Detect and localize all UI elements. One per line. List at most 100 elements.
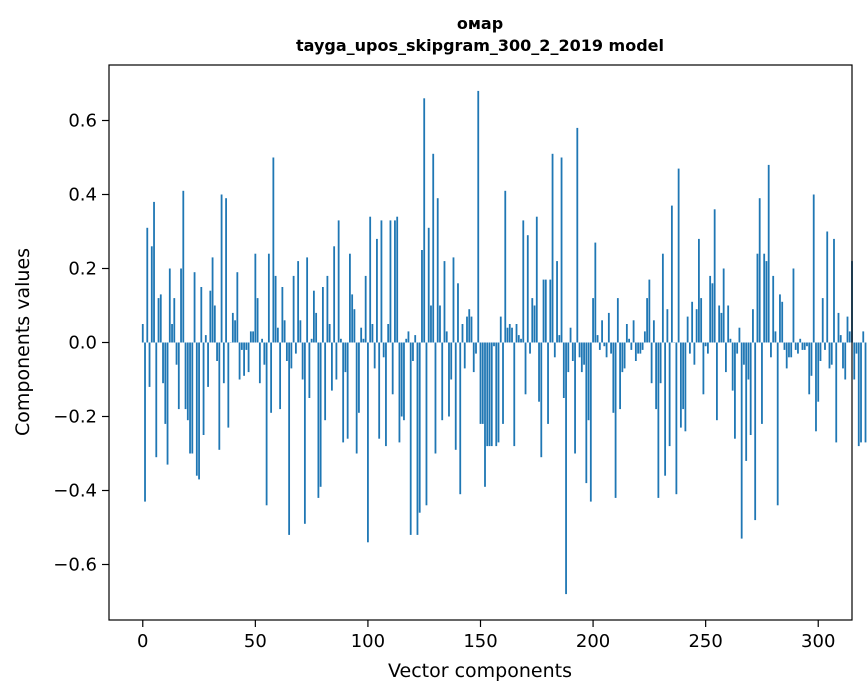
bar-124	[421, 250, 423, 343]
bar-175	[535, 216, 538, 343]
bar-64	[285, 342, 288, 361]
bar-126	[425, 342, 428, 506]
bar-21	[189, 342, 191, 454]
bar-195	[580, 342, 583, 373]
bar-82	[326, 275, 329, 343]
bar-265	[738, 327, 741, 343]
bar-1	[144, 342, 146, 502]
bar-100	[367, 342, 369, 543]
bar-9	[162, 342, 164, 384]
bar-308	[835, 342, 838, 443]
bar-41	[234, 320, 236, 343]
bar-29	[207, 342, 209, 387]
bar-156	[493, 342, 495, 347]
bar-223	[643, 331, 646, 343]
bar-280	[772, 275, 775, 343]
bar-78	[317, 342, 320, 498]
bar-191	[571, 342, 574, 361]
bar-28	[204, 335, 207, 343]
bar-173	[531, 298, 534, 343]
bar-77	[315, 312, 318, 343]
bar-131	[436, 198, 439, 343]
bar-2	[146, 227, 149, 343]
bar-263	[734, 342, 736, 439]
bar-268	[745, 342, 748, 461]
bar-80	[321, 287, 324, 343]
bar-247	[698, 238, 700, 343]
y-tick-label: −0.6	[53, 555, 97, 576]
bar-42	[236, 272, 239, 343]
bar-220	[637, 342, 640, 354]
bar-56	[267, 253, 270, 343]
bar-231	[661, 253, 664, 343]
bar-301	[819, 342, 822, 361]
bar-251	[707, 342, 709, 354]
bar-189	[567, 342, 570, 373]
bar-106	[380, 220, 383, 343]
bar-285	[783, 342, 786, 350]
bar-290	[794, 342, 797, 350]
bar-320	[862, 331, 865, 343]
bar-178	[542, 279, 545, 343]
x-axis-label: Vector components	[388, 660, 572, 682]
bar-164	[511, 327, 513, 343]
bar-245	[693, 342, 696, 365]
x-tick-label: 50	[244, 631, 267, 652]
bar-127	[427, 227, 430, 343]
bar-180	[547, 342, 549, 424]
bar-287	[788, 342, 790, 358]
bar-93	[351, 294, 354, 343]
bar-221	[639, 342, 642, 354]
bar-101	[369, 216, 372, 343]
bar-143	[463, 342, 466, 369]
bar-50	[254, 253, 257, 343]
bar-40	[231, 312, 234, 343]
bar-37	[225, 198, 227, 343]
bar-142	[461, 324, 464, 343]
bar-283	[779, 294, 781, 343]
bar-115	[400, 342, 403, 417]
bar-136	[448, 342, 450, 417]
y-tick-label: 0.6	[68, 111, 97, 132]
bar-197	[585, 342, 588, 484]
bar-262	[731, 342, 734, 391]
bar-141	[459, 342, 462, 495]
bar-188	[565, 342, 567, 595]
bar-281	[774, 331, 777, 343]
bar-242	[686, 316, 689, 343]
bar-169	[522, 220, 525, 343]
bar-253	[711, 283, 714, 343]
bar-151	[481, 342, 484, 424]
bar-104	[376, 238, 378, 343]
y-tick-label: 0.0	[68, 333, 97, 354]
bar-54	[263, 342, 266, 365]
bar-105	[378, 342, 381, 439]
bar-185	[558, 335, 561, 343]
bar-292	[799, 338, 802, 343]
bar-26	[200, 287, 203, 343]
bar-45	[243, 342, 245, 376]
bar-224	[646, 298, 649, 343]
bar-170	[524, 342, 527, 395]
bar-211	[616, 298, 619, 343]
bar-22	[191, 342, 194, 454]
bar-273	[756, 253, 759, 343]
bar-89	[342, 342, 345, 443]
bar-179	[544, 279, 547, 343]
bar-63	[283, 320, 286, 343]
y-axis-ticks: −0.6 −0.4 −0.2 0.0 0.2 0.4 0.6	[53, 111, 109, 576]
bar-60	[276, 327, 279, 343]
bar-257	[720, 312, 723, 343]
bar-261	[729, 338, 732, 343]
bar-276	[763, 253, 766, 343]
bar-114	[398, 342, 401, 443]
bar-309	[837, 312, 840, 343]
bar-200	[592, 298, 594, 343]
bar-304	[826, 231, 829, 343]
bar-84	[331, 342, 333, 391]
bar-144	[466, 316, 468, 343]
bar-94	[353, 309, 356, 343]
bar-234	[668, 342, 671, 447]
bar-4	[150, 246, 153, 343]
bar-55	[265, 342, 268, 506]
